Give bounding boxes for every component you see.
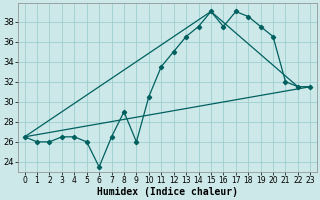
X-axis label: Humidex (Indice chaleur): Humidex (Indice chaleur): [97, 186, 238, 197]
